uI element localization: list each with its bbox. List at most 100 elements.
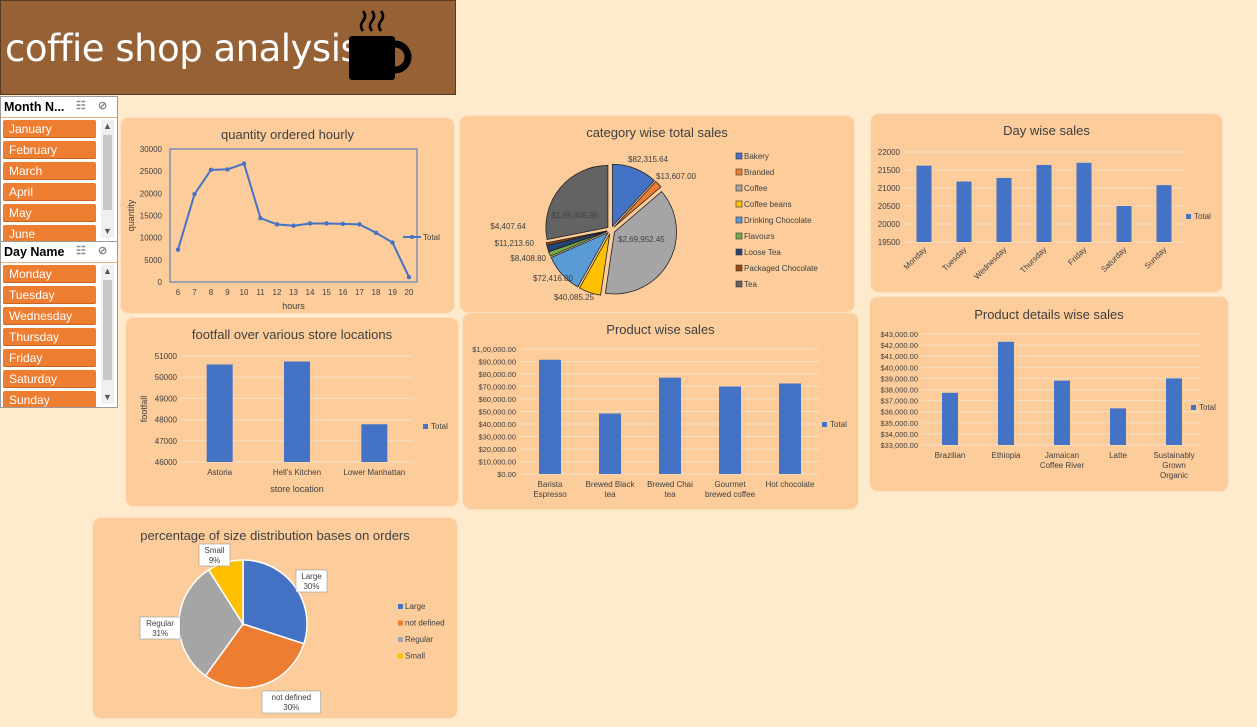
data-label: $82,315.64 <box>628 155 669 164</box>
data-label-category: Large <box>301 572 322 581</box>
y-tick-label: 30000 <box>140 145 163 154</box>
slicer-item-march[interactable]: March <box>3 162 96 180</box>
slicer-item-thursday[interactable]: Thursday <box>3 328 96 346</box>
x-tick-label: Espresso <box>533 490 567 499</box>
month-slicer[interactable]: Month N... ☷ ⊘ January February March April… <box>0 96 118 242</box>
bar <box>996 177 1012 242</box>
legend-label: Drinking Chocolate <box>744 216 812 225</box>
day-slicer[interactable]: Day Name ☷ ⊘ Monday Tuesday Wednesday Thurs… <box>0 241 118 408</box>
slicer-item-tuesday[interactable]: Tuesday <box>3 286 96 304</box>
day-chart-card[interactable]: Day wise sales 19500 20000 20500 21000 21500… <box>871 114 1222 292</box>
clear-filter-icon[interactable]: ⊘ <box>98 245 108 257</box>
y-tick-label: 0 <box>158 278 163 287</box>
bar <box>942 392 958 445</box>
size-chart-card[interactable]: percentage of size distribution bases on… <box>93 518 457 718</box>
product-chart-card[interactable]: Product wise sales $0.00 $10,000.00 $20,00… <box>463 313 858 509</box>
slicer-item-monday[interactable]: Monday <box>3 265 96 283</box>
x-tick-label: brewed coffee <box>705 490 756 499</box>
chart-title: Product wise sales <box>606 322 715 337</box>
x-tick-label: 16 <box>339 288 348 297</box>
x-tick-label: Organic <box>1160 471 1188 480</box>
pie-slice <box>604 191 677 295</box>
x-tick-label: Astoria <box>207 468 232 477</box>
hourly-chart-card[interactable]: quantity ordered hourly 0 5000 10000 15000 2… <box>121 118 454 313</box>
y-tick-label: $36,000.00 <box>880 408 918 417</box>
data-label-box <box>295 569 328 593</box>
scroll-down-icon[interactable]: ▼ <box>103 226 112 236</box>
day-slicer-scrollbar[interactable]: ▲ ▼ <box>101 265 114 404</box>
footfall-chart-card[interactable]: footfall over various store locations 46… <box>126 318 458 506</box>
data-point <box>241 161 247 166</box>
data-label: $11,213.60 <box>495 239 535 248</box>
slicer-item-friday[interactable]: Friday <box>3 349 96 367</box>
y-tick-label: $40,000.00 <box>880 363 918 372</box>
multi-select-icon[interactable]: ☷ <box>76 100 86 112</box>
bar <box>1110 408 1126 445</box>
x-tick-label: Monday <box>902 245 928 271</box>
slicer-item-february[interactable]: February <box>3 141 96 159</box>
legend-marker <box>735 248 743 256</box>
data-label: $4,407.64 <box>490 222 526 231</box>
legend-label: Flavours <box>744 232 775 241</box>
x-tick-label: Jamaican <box>1045 451 1079 460</box>
scroll-up-icon[interactable]: ▲ <box>103 121 112 131</box>
data-point <box>357 222 362 227</box>
scroll-up-icon[interactable]: ▲ <box>103 266 112 276</box>
pie-slice <box>613 180 662 228</box>
slicer-item-april[interactable]: April <box>3 183 96 201</box>
y-tick-label: $33,000.00 <box>880 441 918 450</box>
slicer-item-january[interactable]: January <box>3 120 96 138</box>
day-slicer-items: Monday Tuesday Wednesday Thursday Friday Satu… <box>3 265 96 407</box>
x-tick-label: Brewed Chai <box>647 480 693 489</box>
bar <box>1116 206 1132 242</box>
clear-filter-icon[interactable]: ⊘ <box>98 100 108 112</box>
y-tick-label: $43,000.00 <box>880 330 918 339</box>
data-point <box>291 223 296 228</box>
legend-marker <box>398 637 403 642</box>
x-tick-label: 6 <box>176 288 181 297</box>
multi-select-icon[interactable]: ☷ <box>76 245 86 257</box>
data-point <box>324 221 329 226</box>
data-label-category: Small <box>204 546 224 555</box>
data-label-box <box>139 616 181 640</box>
scroll-thumb[interactable] <box>103 280 112 380</box>
data-label-value: 30% <box>283 703 299 712</box>
slicer-item-saturday[interactable]: Saturday <box>3 370 96 388</box>
details-bar-chart: $33,000.00 $34,000.00 $35,000.00 $36,000.00… <box>880 330 1216 480</box>
plot-area-border <box>169 148 418 283</box>
y-tick-label: $50,000.00 <box>478 408 516 417</box>
x-tick-label: 13 <box>289 288 298 297</box>
slicer-item-sunday[interactable]: Sunday <box>3 391 96 407</box>
x-tick-label: Tuesday <box>941 245 969 273</box>
x-tick-label: Saturday <box>1099 245 1128 274</box>
day-bar-chart: 19500 20000 20500 21000 21500 22000 Monday Tues… <box>878 148 1211 281</box>
chart-title: percentage of size distribution bases on… <box>140 528 410 543</box>
chart-title: Product details wise sales <box>974 307 1124 322</box>
y-tick-label: 46000 <box>155 458 178 467</box>
x-tick-label: 12 <box>273 288 282 297</box>
bar <box>599 413 621 474</box>
bar <box>284 361 310 462</box>
pie-slice <box>545 165 609 240</box>
bar <box>1054 380 1070 445</box>
pie-slice <box>242 559 308 645</box>
slicer-item-wednesday[interactable]: Wednesday <box>3 307 96 325</box>
bar <box>779 383 801 474</box>
y-tick-label: $38,000.00 <box>880 386 918 395</box>
month-slicer-scrollbar[interactable]: ▲ ▼ <box>101 120 114 238</box>
slicer-item-may[interactable]: May <box>3 204 96 222</box>
scroll-down-icon[interactable]: ▼ <box>103 392 112 402</box>
y-tick-label: 47000 <box>155 437 178 446</box>
month-slicer-items: January February March April May June <box>3 120 96 241</box>
legend-label: Coffee <box>744 184 768 193</box>
x-tick-label: Hot chocolate <box>766 480 815 489</box>
slicer-item-june[interactable]: June <box>3 225 96 241</box>
legend-label: Total <box>1199 403 1216 412</box>
x-tick-label: 9 <box>225 288 230 297</box>
category-chart-card[interactable]: category wise total sales $82,315.64 $13,… <box>460 116 854 312</box>
x-axis-title: hours <box>282 301 305 311</box>
x-tick-label: 18 <box>372 288 381 297</box>
details-chart-card[interactable]: Product details wise sales $33,000.00 $34… <box>870 297 1228 491</box>
scroll-thumb[interactable] <box>103 135 112 210</box>
y-tick-label: 49000 <box>155 394 178 403</box>
